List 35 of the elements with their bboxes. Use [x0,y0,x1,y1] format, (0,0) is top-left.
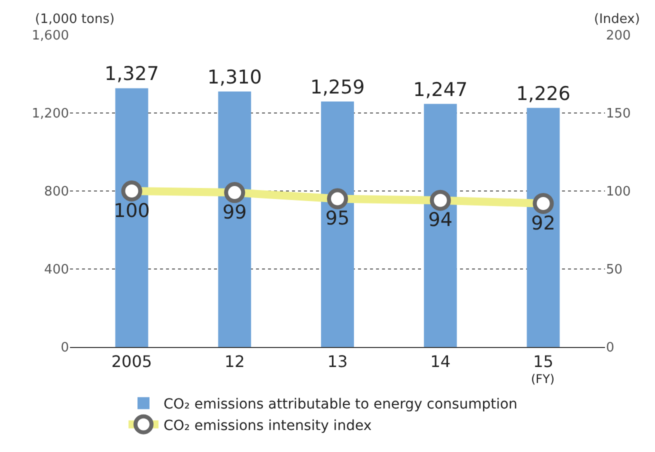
y2-tick-label: 150 [606,106,631,122]
data-label: 1,259 [310,76,365,98]
text: (FY) [531,372,555,386]
y-axis-title: (1,000 tons) [35,12,115,27]
y2-tick-label: 50 [606,262,623,278]
y-tick-label: 0 [60,340,69,356]
legend-label: CO₂ emissions attributable to energy consumption [164,396,518,413]
data-label: 99 [222,201,247,224]
y2-axis-title: (Index) [594,12,640,27]
y2-tick-label: 200 [606,28,631,44]
data-label: 1,310 [207,66,262,89]
data-label: 1,247 [413,78,468,101]
x-tick-label: 12 [224,352,245,372]
y-tick-label: 1,200 [32,106,69,122]
y2-tick-label: 100 [606,184,631,200]
x-tick-label: 14 [430,352,451,372]
x-tick-label: 15 [533,352,554,372]
data-label: 1,226 [516,82,570,105]
x-tick-label: 13 [327,352,348,372]
data-label: 100 [114,200,150,222]
data-label: 1,327 [104,63,159,86]
data-label: 92 [531,212,556,234]
x-tick-label: 2005 [111,352,152,372]
data-label: 94 [428,209,452,232]
data-label: 95 [325,208,350,230]
y-tick-label: 1,600 [32,28,69,44]
legend-label: CO₂ emissions intensity index [164,418,372,434]
bar [526,108,560,347]
bar [321,102,354,347]
bar [424,104,457,347]
y-tick-label: 800 [44,184,69,200]
bar [115,88,148,347]
y2-tick-label: 0 [606,340,614,356]
bar [218,92,252,347]
y-tick-label: 400 [44,262,69,278]
